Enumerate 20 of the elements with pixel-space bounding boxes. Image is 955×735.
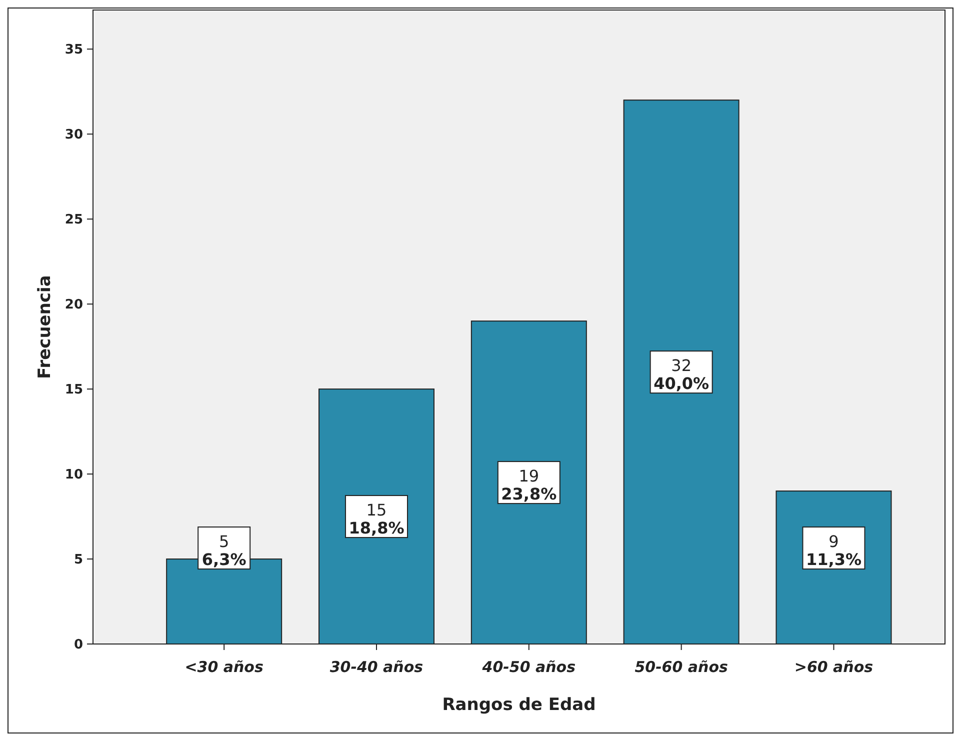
y-tick-label: 15 — [64, 382, 83, 398]
x-tick-label: 30-40 años — [330, 658, 424, 676]
data-label: 32 40,0% — [654, 356, 710, 394]
y-axis-title: Frecuencia — [35, 275, 55, 379]
y-tick-label: 0 — [74, 638, 83, 653]
data-label: 19 23,8% — [501, 466, 557, 504]
y-tick-label: 20 — [64, 298, 83, 313]
x-tick-label: 50-60 años — [634, 658, 728, 676]
x-tick-label: <30 años — [184, 658, 264, 676]
data-label: 15 18,8% — [348, 500, 404, 538]
data-label: 5 6,3% — [202, 532, 246, 569]
y-tick-label: 25 — [64, 212, 83, 228]
y-tick-label: 35 — [64, 42, 83, 58]
data-label: 9 11,3% — [806, 532, 862, 569]
y-tick-label: 10 — [64, 468, 83, 483]
y-tick-label: 30 — [64, 128, 83, 143]
x-tick-label: >60 años — [794, 658, 874, 676]
y-tick-label: 5 — [74, 552, 83, 568]
x-axis-title: Rangos de Edad — [442, 695, 596, 715]
x-tick-label: 40-50 años — [481, 658, 576, 676]
